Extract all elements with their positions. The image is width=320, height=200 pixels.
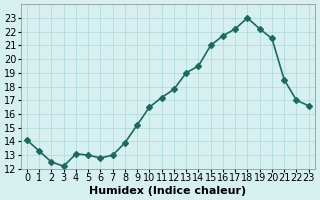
- X-axis label: Humidex (Indice chaleur): Humidex (Indice chaleur): [89, 186, 246, 196]
